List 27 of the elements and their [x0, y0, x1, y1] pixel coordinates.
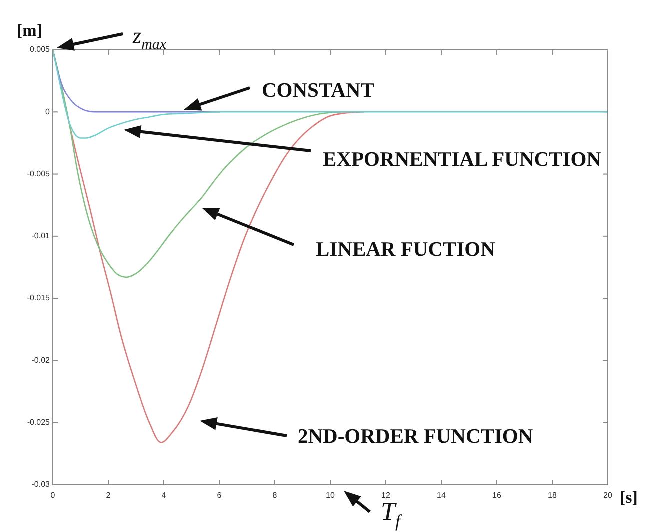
- y-tick-label: -0.01: [32, 232, 51, 241]
- text: T$_{f}$: [381, 497, 402, 530]
- y-tick-label: -0.02: [32, 356, 51, 365]
- x-tick-label: 8: [272, 491, 278, 500]
- x-tick-label: 2: [106, 491, 112, 500]
- line-series: [52, 49, 609, 139]
- y-tick-label: -0.025: [27, 418, 51, 427]
- y-tick-label: 0.005: [30, 45, 51, 54]
- annotation: z$_{max}$: [132, 23, 167, 52]
- annotation: 2ND-ORDER FUNCTION: [298, 426, 534, 448]
- x-tick-label: 20: [604, 491, 613, 500]
- x-tick-label: 18: [548, 491, 558, 500]
- x-tick-label: 14: [437, 491, 446, 500]
- annotation: CONSTANT: [262, 80, 375, 102]
- annotation: LINEAR FUCTION: [316, 239, 496, 261]
- y-tick-label: -0.015: [27, 294, 51, 303]
- x-tick-label: 4: [162, 491, 167, 500]
- x-tick-label: 10: [326, 491, 336, 500]
- x-tick-label: 6: [217, 491, 222, 500]
- y-tick-label: 0: [46, 107, 51, 116]
- y-tick-label: -0.03: [32, 480, 51, 490]
- annotation: EXPORNENTIAL FUNCTION: [323, 149, 602, 171]
- y-axis-title: [m]: [17, 21, 42, 40]
- x-axis-title: [s]: [620, 488, 638, 507]
- x-tick-label: 16: [492, 491, 502, 500]
- x-tick-label: 12: [382, 491, 391, 500]
- y-tick-label: -0.005: [27, 169, 51, 178]
